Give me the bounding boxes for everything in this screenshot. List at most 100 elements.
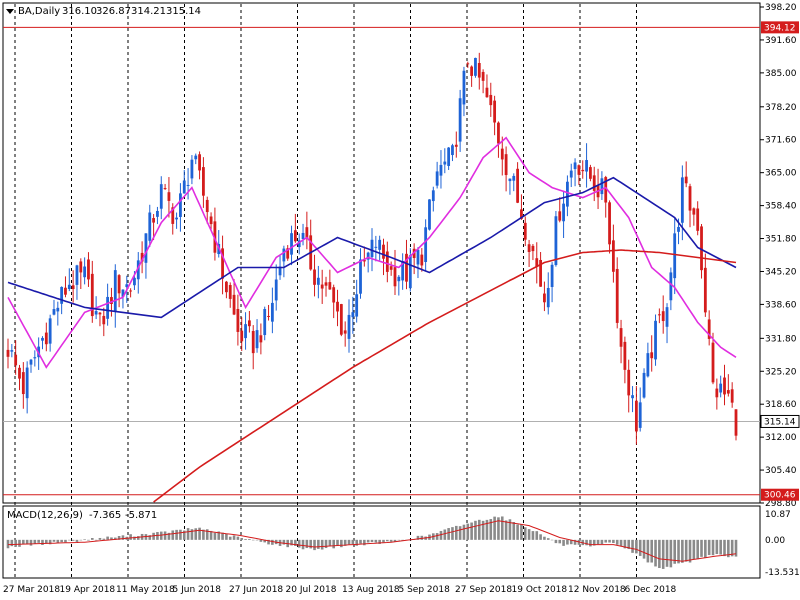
macd-bar [228, 536, 232, 540]
macd-bar [363, 539, 366, 546]
macd-bar [83, 539, 86, 540]
candle-body [577, 165, 581, 175]
symbol-label: BA,Daily [18, 6, 60, 17]
candle-body [581, 169, 585, 172]
candle-body [133, 277, 136, 286]
macd-bar [470, 522, 473, 540]
price-tick-label: 385.00 [765, 69, 797, 79]
price-tick-label: 358.40 [765, 202, 797, 212]
macd-bar [152, 532, 155, 540]
candle-body [202, 167, 205, 196]
candle-body [267, 315, 270, 317]
ohlc-open: 316.10 [62, 6, 97, 17]
macd-bar [106, 536, 109, 540]
macd-bar [466, 523, 470, 540]
dropdown-triangle-icon[interactable] [6, 9, 14, 14]
price-tick-label: 378.20 [765, 103, 797, 113]
macd-bar [393, 539, 397, 542]
candle-body [140, 252, 144, 262]
macd-bar [539, 534, 542, 540]
macd-bar [29, 539, 33, 546]
ohlc-high: 326.87 [96, 6, 131, 17]
candle-body [646, 353, 650, 377]
candle-body [493, 100, 497, 123]
candle-body [627, 369, 631, 396]
candle-body [378, 239, 382, 250]
candle-body [336, 301, 339, 312]
candle-body [677, 226, 680, 232]
candle-body [297, 240, 301, 248]
candle-body [60, 286, 64, 304]
macd-bar [294, 539, 297, 546]
macd-bar [290, 539, 293, 546]
macd-bar [209, 530, 213, 540]
price-tick-label: 331.80 [765, 334, 797, 344]
macd-bar [22, 539, 25, 545]
macd-bar [25, 539, 29, 545]
macd-bar [267, 539, 270, 545]
x-tick-label: 5 Jun 2018 [173, 585, 222, 595]
macd-bar [451, 527, 454, 540]
macd-bar [673, 539, 676, 564]
macd-bar [359, 539, 362, 544]
x-tick-label: 13 Aug 2018 [342, 585, 400, 595]
macd-bar [136, 536, 140, 540]
candle-body [228, 285, 232, 299]
candle-body [428, 199, 431, 230]
candle-body [90, 273, 94, 317]
macd-bar [454, 525, 458, 540]
candle-body [500, 148, 504, 160]
price-tick-label: 398.20 [765, 3, 797, 13]
macd-bar [259, 539, 263, 542]
macd-bar [638, 539, 642, 556]
macd-bar [309, 539, 312, 549]
candle-body [554, 216, 558, 266]
macd-bar [615, 539, 619, 545]
macd-bar [56, 539, 60, 543]
macd-bar [485, 519, 489, 540]
macd-bar [317, 539, 320, 549]
candle-body [251, 330, 255, 354]
macd-bar [700, 539, 703, 557]
candle-body [263, 309, 267, 336]
candle-body [21, 372, 25, 395]
candle-body [79, 261, 83, 273]
candle-body [52, 309, 56, 315]
macd-tick-label: 10.87 [765, 510, 791, 520]
macd-bar [401, 539, 404, 541]
macd-bar [707, 539, 711, 556]
macd-bar [374, 539, 378, 543]
last-price-box [760, 414, 800, 428]
candle-body [405, 253, 408, 282]
macd-bar [33, 539, 37, 544]
macd-bar [474, 520, 477, 540]
candle-body [98, 312, 102, 315]
candlestick-series [6, 52, 738, 445]
macd-bar [156, 532, 159, 540]
macd-bar [654, 539, 657, 567]
macd-bar [435, 533, 439, 540]
candle-body [550, 264, 554, 287]
moving-average-lines [7, 136, 737, 503]
x-tick-label: 6 Dec 2018 [625, 585, 677, 595]
macd-tick-label: 0.00 [765, 536, 785, 546]
candle-body [236, 308, 240, 332]
macd-bar [642, 539, 646, 559]
price-tick-label: 305.40 [765, 466, 797, 476]
candle-body [489, 94, 493, 106]
candle-body [10, 350, 14, 352]
candle-body [71, 285, 75, 290]
candle-body [692, 208, 696, 215]
macd-bar [217, 531, 221, 540]
macd-bar [14, 539, 17, 547]
candle-body [163, 188, 167, 190]
candle-body [67, 284, 71, 290]
candle-body [707, 319, 711, 339]
macd-bar [592, 539, 596, 546]
candle-body [152, 218, 155, 223]
macd-bar [669, 539, 673, 568]
macd-bar [546, 538, 550, 540]
macd-bar [723, 539, 726, 557]
macd-bar [566, 539, 569, 545]
candle-body [351, 312, 355, 318]
